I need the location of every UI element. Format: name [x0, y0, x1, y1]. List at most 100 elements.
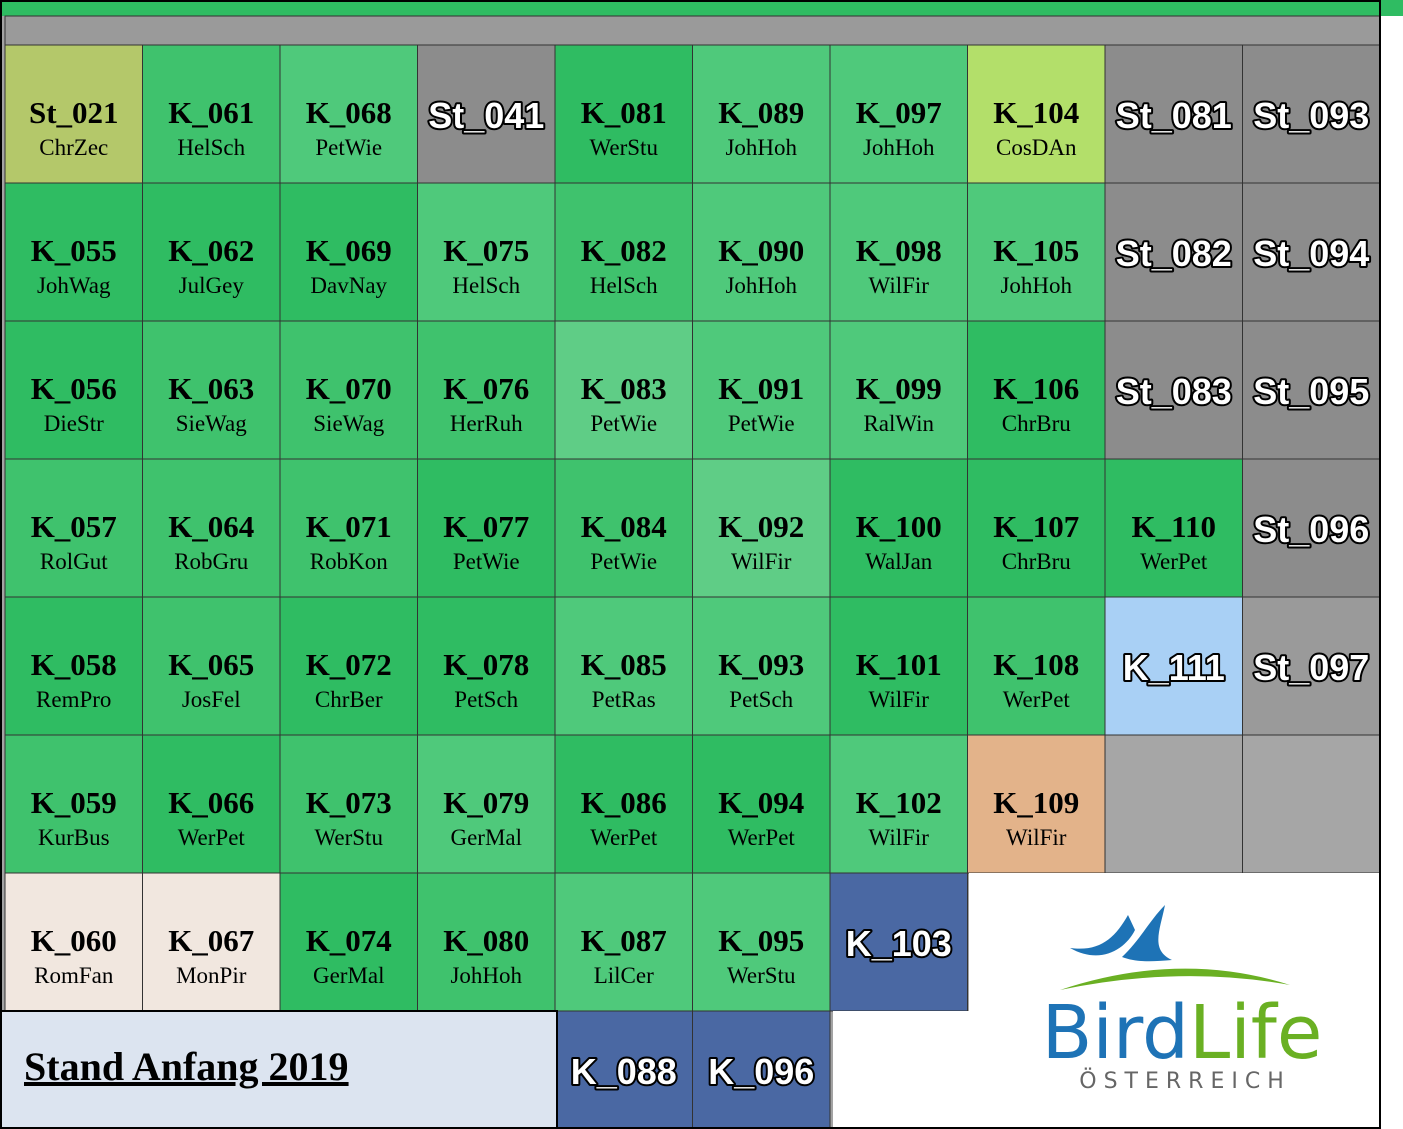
cell-name: HelSch: [590, 273, 658, 298]
cell-name: RobKon: [310, 549, 388, 574]
cell-code: K_066: [168, 785, 254, 820]
cell-code: K_082: [581, 233, 667, 268]
cell-code: St_021: [29, 95, 119, 130]
cell-name: LilCer: [594, 963, 654, 988]
cell-code: K_077: [443, 509, 529, 544]
cell-code: K_075: [443, 233, 529, 268]
cell-code: K_109: [993, 785, 1079, 820]
cell-code: K_101: [856, 647, 942, 682]
cell-code: K_087: [581, 923, 667, 958]
cell-name: HerRuh: [450, 411, 523, 436]
cell-code: K_084: [581, 509, 667, 544]
cell-name: MonPir: [176, 963, 247, 988]
cell-name: RobGru: [174, 549, 249, 574]
map: St_021 ChrZec K_061 HelSch K_068 PetWie St_041…: [0, 0, 1403, 1129]
cell-name: RolGut: [40, 549, 108, 574]
cell-code: K_100: [856, 509, 942, 544]
cell-code: K_102: [856, 785, 942, 820]
cell-name: WilFir: [731, 549, 792, 574]
cell-name: WilFir: [869, 825, 930, 850]
cell-name: JohHoh: [450, 963, 522, 988]
cell-name: SieWag: [313, 411, 384, 436]
cell-code: K_095: [718, 923, 804, 958]
cell-code: K_099: [856, 371, 942, 406]
cell-code: K_091: [718, 371, 804, 406]
cell-name: KurBus: [38, 825, 110, 850]
cell-name: PetWie: [590, 549, 657, 574]
cell-code: K_108: [993, 647, 1079, 682]
cell-name: WerStu: [590, 135, 659, 160]
cell-code: K_092: [718, 509, 804, 544]
cell-name: RalWin: [863, 411, 934, 436]
cell-code: K_090: [718, 233, 804, 268]
cell-name: DavNay: [310, 273, 387, 298]
cell-name: WilFir: [869, 687, 930, 712]
logo-name: BirdLife: [1042, 990, 1323, 1076]
cell-code: K_107: [993, 509, 1079, 544]
cell-code: K_088: [571, 1051, 677, 1092]
cell-code: K_097: [856, 95, 942, 130]
cell-code: K_071: [306, 509, 392, 544]
cell-code: K_058: [31, 647, 117, 682]
cell-code: K_064: [168, 509, 254, 544]
cell-code: K_074: [306, 923, 392, 958]
cell-code: K_063: [168, 371, 254, 406]
cell-code: K_059: [31, 785, 117, 820]
cell-name: PetRas: [592, 687, 656, 712]
cell-name: DieStr: [44, 411, 104, 436]
cell-name: GerMal: [313, 963, 385, 988]
cell-code: K_085: [581, 647, 667, 682]
cell-code: K_061: [168, 95, 254, 130]
cell-code: K_057: [31, 509, 117, 544]
cell-name: ChrBru: [1002, 549, 1072, 574]
cell-name: WerStu: [727, 963, 796, 988]
cell-name: WilFir: [1006, 825, 1067, 850]
cell-name: RomFan: [34, 963, 114, 988]
cell-code: K_080: [443, 923, 529, 958]
cell-code: K_069: [306, 233, 392, 268]
cell-code: K_081: [581, 95, 667, 130]
cell-code: K_110: [1132, 509, 1216, 544]
cell-code: K_106: [993, 371, 1079, 406]
logo-country: ÖSTERREICH: [1079, 1068, 1291, 1094]
cell-code: K_078: [443, 647, 529, 682]
cell-code: K_093: [718, 647, 804, 682]
cell-code: K_089: [718, 95, 804, 130]
cell-name: ChrZec: [39, 135, 108, 160]
cell-code: K_073: [306, 785, 392, 820]
cell-code: K_098: [856, 233, 942, 268]
cell-name: ChrBru: [1002, 411, 1072, 436]
cell-code: K_104: [993, 95, 1079, 130]
cell-code: K_068: [306, 95, 392, 130]
cell-name: HelSch: [177, 135, 245, 160]
cell-name: RemPro: [36, 687, 111, 712]
cell-name: PetSch: [454, 687, 518, 712]
header-bar: [0, 0, 1403, 16]
cell-code: K_094: [718, 785, 804, 820]
logo-name-part: Life: [1189, 990, 1322, 1076]
cell-code: K_079: [443, 785, 529, 820]
cell-code: St_097: [1253, 647, 1369, 688]
cell-code: K_072: [306, 647, 392, 682]
cell-name: PetSch: [729, 687, 793, 712]
cell-code: K_096: [708, 1051, 814, 1092]
cell-name: JohHoh: [1000, 273, 1072, 298]
cell-name: SieWag: [176, 411, 247, 436]
cell-code: K_111: [1123, 647, 1225, 688]
cell-code: St_082: [1116, 233, 1232, 274]
cell-name: ChrBer: [315, 687, 383, 712]
cell-code: K_105: [993, 233, 1079, 268]
cell-code: K_055: [31, 233, 117, 268]
cell-name: WilFir: [869, 273, 930, 298]
cell-code: St_041: [428, 95, 544, 136]
cell-name: WerStu: [315, 825, 384, 850]
cell-name: WerPet: [178, 825, 246, 850]
cell-name: PetWie: [315, 135, 382, 160]
cell-name: JulGey: [179, 273, 245, 298]
cell-name: PetWie: [590, 411, 657, 436]
cell-name: JohHoh: [863, 135, 935, 160]
cell-code: K_103: [846, 923, 952, 964]
cell-name: WalJan: [865, 549, 933, 574]
cell-name: GerMal: [450, 825, 522, 850]
logo-name-part: Bird: [1042, 990, 1189, 1076]
